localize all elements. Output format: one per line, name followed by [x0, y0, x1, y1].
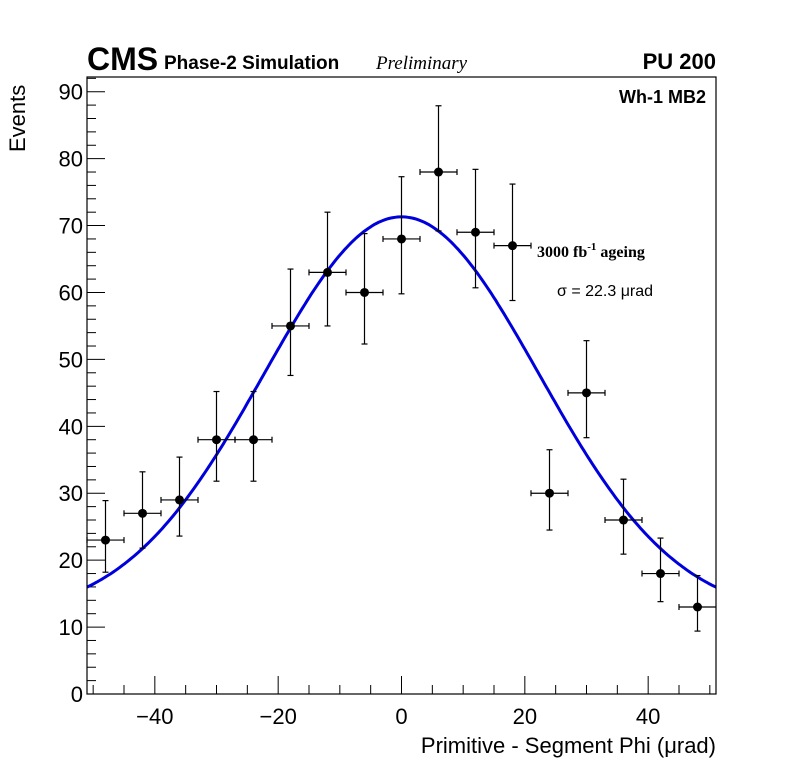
data-point	[175, 495, 184, 505]
ageing-value: 3000 fb	[537, 244, 587, 261]
data-point	[619, 515, 628, 525]
y-tick-label: 40	[59, 414, 83, 439]
y-tick-label: 50	[59, 347, 83, 372]
y-tick-label: 90	[59, 80, 83, 105]
data-point	[138, 508, 147, 518]
x-tick-label: −40	[136, 704, 173, 729]
ageing-superscript: -1	[587, 241, 596, 253]
ageing-annotation: 3000 fb-1 ageing	[537, 241, 645, 261]
data-point	[434, 167, 443, 177]
x-tick-label: 20	[513, 704, 537, 729]
y-tick-label: 0	[71, 682, 83, 707]
data-point	[471, 227, 480, 237]
points-layer	[86, 105, 716, 632]
x-tick-label: 0	[395, 704, 407, 729]
y-axis-label: Events	[5, 85, 30, 152]
y-tick-label: 70	[59, 214, 83, 239]
x-tick-label: −20	[260, 704, 297, 729]
data-point	[508, 241, 517, 251]
data-point	[545, 488, 554, 498]
pileup-label: PU 200	[643, 49, 716, 74]
region-label: Wh-1 MB2	[619, 87, 706, 107]
preliminary-label: Preliminary	[375, 53, 468, 74]
cms-label: CMS	[87, 41, 158, 77]
data-point	[582, 388, 591, 398]
y-tick-label: 20	[59, 548, 83, 573]
y-tick-label: 10	[59, 615, 83, 640]
data-point	[212, 435, 221, 445]
axes: 0 10 20 30 40 50 60 70 80 90 −40 −20 0 20 40	[59, 77, 711, 729]
data-point	[101, 535, 110, 545]
data-point	[693, 602, 702, 612]
data-point	[656, 569, 665, 579]
y-tick-label: 60	[59, 280, 83, 305]
data-point	[249, 435, 258, 445]
x-tick-label: 40	[636, 704, 660, 729]
sigma-annotation: σ = 22.3 μrad	[557, 283, 653, 300]
data-point	[397, 234, 406, 244]
y-tick-label: 80	[59, 147, 83, 172]
data-point	[323, 267, 332, 277]
data-point	[360, 287, 369, 297]
x-axis-label: Primitive - Segment Phi (μrad)	[421, 733, 716, 758]
data-point	[286, 321, 295, 331]
phase2-simulation-label: Phase-2 Simulation	[164, 53, 339, 74]
y-tick-label: 30	[59, 481, 83, 506]
ageing-word: ageing	[596, 244, 644, 261]
plot-frame	[86, 76, 717, 695]
